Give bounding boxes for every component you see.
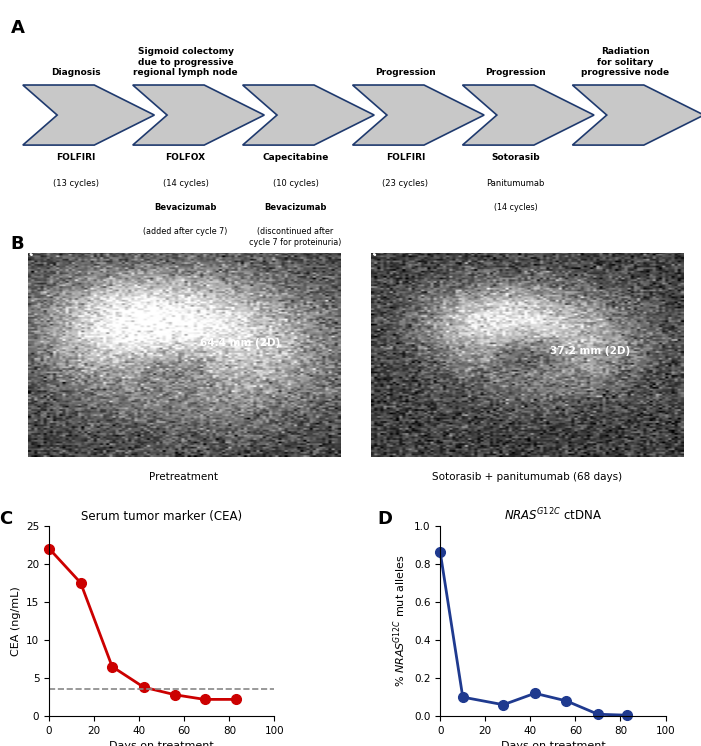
Text: FOLFOX: FOLFOX — [165, 153, 205, 162]
Text: (discontinued after
cycle 7 for proteinuria): (discontinued after cycle 7 for proteinu… — [250, 228, 341, 247]
Text: C: C — [0, 510, 13, 528]
Title: Serum tumor marker (CEA): Serum tumor marker (CEA) — [81, 510, 243, 523]
Text: Panitumumab: Panitumumab — [486, 179, 545, 188]
Text: (added after cycle 7): (added after cycle 7) — [144, 228, 228, 236]
Polygon shape — [463, 85, 594, 145]
Text: FOLFIRI: FOLFIRI — [386, 153, 425, 162]
X-axis label: Days on treatment: Days on treatment — [501, 742, 605, 746]
Text: Sigmoid colectomy
due to progressive
regional lymph node: Sigmoid colectomy due to progressive reg… — [133, 47, 238, 77]
X-axis label: Days on treatment: Days on treatment — [109, 742, 214, 746]
Polygon shape — [353, 85, 484, 145]
Y-axis label: CEA (ng/mL): CEA (ng/mL) — [11, 586, 20, 656]
Text: D: D — [377, 510, 392, 528]
Text: Bevacizumab: Bevacizumab — [154, 203, 217, 212]
Y-axis label: % $\it{NRAS}$$^{G12C}$ mut alleles: % $\it{NRAS}$$^{G12C}$ mut alleles — [392, 554, 409, 687]
Polygon shape — [132, 85, 264, 145]
Text: Sotorasib: Sotorasib — [491, 153, 540, 162]
Text: (14 cycles): (14 cycles) — [163, 179, 209, 188]
Text: (13 cycles): (13 cycles) — [53, 179, 99, 188]
Text: (10 cycles): (10 cycles) — [273, 179, 318, 188]
Text: Pretreatment: Pretreatment — [149, 472, 219, 482]
Title: $\it{NRAS}$$^{G12C}$ ctDNA: $\it{NRAS}$$^{G12C}$ ctDNA — [504, 507, 602, 523]
Text: A: A — [11, 19, 25, 37]
Polygon shape — [573, 85, 701, 145]
Text: B: B — [11, 236, 24, 254]
Text: Progression: Progression — [375, 68, 436, 77]
Polygon shape — [23, 85, 154, 145]
Text: (23 cycles): (23 cycles) — [383, 179, 428, 188]
Text: Radiation
for solitary
progressive node: Radiation for solitary progressive node — [581, 47, 669, 77]
Text: Bevacizumab: Bevacizumab — [264, 203, 327, 212]
Text: FOLFIRI: FOLFIRI — [56, 153, 95, 162]
Text: Diagnosis: Diagnosis — [51, 68, 100, 77]
Text: Capecitabine: Capecitabine — [262, 153, 329, 162]
Polygon shape — [243, 85, 374, 145]
Text: (14 cycles): (14 cycles) — [494, 203, 537, 212]
Text: Sotorasib + panitumumab (68 days): Sotorasib + panitumumab (68 days) — [433, 472, 622, 482]
Text: Progression: Progression — [485, 68, 546, 77]
